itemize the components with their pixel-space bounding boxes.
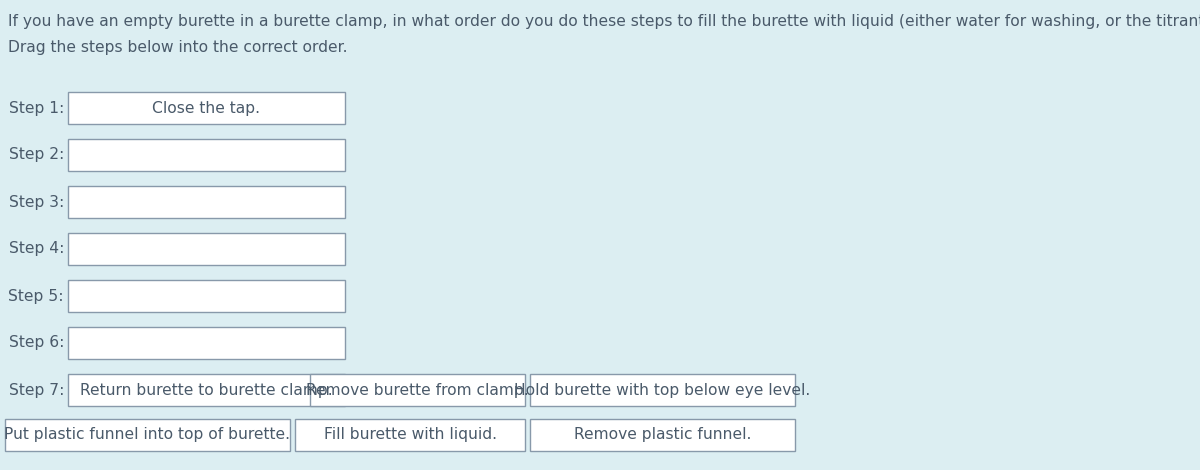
Text: Close the tap.: Close the tap. (152, 101, 260, 116)
Text: Hold burette with top below eye level.: Hold burette with top below eye level. (515, 383, 811, 398)
FancyBboxPatch shape (5, 419, 290, 451)
Text: Step 4:: Step 4: (8, 242, 64, 257)
FancyBboxPatch shape (68, 92, 346, 124)
FancyBboxPatch shape (530, 374, 796, 406)
FancyBboxPatch shape (68, 139, 346, 171)
FancyBboxPatch shape (68, 374, 346, 406)
Text: Step 6:: Step 6: (8, 336, 64, 351)
Text: Step 7:: Step 7: (8, 383, 64, 398)
FancyBboxPatch shape (310, 374, 526, 406)
FancyBboxPatch shape (68, 233, 346, 265)
Text: Drag the steps below into the correct order.: Drag the steps below into the correct or… (8, 40, 348, 55)
Text: Step 3:: Step 3: (8, 195, 64, 210)
FancyBboxPatch shape (68, 186, 346, 218)
Text: Step 1:: Step 1: (8, 101, 64, 116)
Text: Step 2:: Step 2: (8, 148, 64, 163)
FancyBboxPatch shape (68, 280, 346, 312)
Text: Fill burette with liquid.: Fill burette with liquid. (324, 428, 497, 442)
FancyBboxPatch shape (295, 419, 526, 451)
Text: Remove burette from clamp.: Remove burette from clamp. (306, 383, 529, 398)
Text: Remove plastic funnel.: Remove plastic funnel. (574, 428, 751, 442)
Text: Put plastic funnel into top of burette.: Put plastic funnel into top of burette. (5, 428, 290, 442)
Text: Step 5:: Step 5: (8, 289, 64, 304)
FancyBboxPatch shape (530, 419, 796, 451)
Text: If you have an empty burette in a burette clamp, in what order do you do these s: If you have an empty burette in a burett… (8, 14, 1200, 29)
FancyBboxPatch shape (68, 327, 346, 359)
Text: Return burette to burette clamp.: Return burette to burette clamp. (80, 383, 332, 398)
